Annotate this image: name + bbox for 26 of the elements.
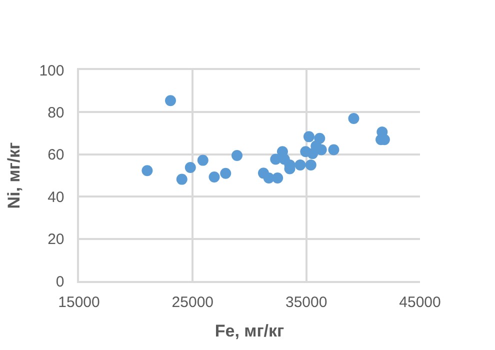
point [197, 154, 208, 166]
y-tick-label: 100 [39, 62, 64, 80]
point [220, 168, 232, 179]
point [272, 172, 284, 184]
x-tick-label: 35000 [285, 294, 328, 311]
point [294, 159, 306, 170]
y-tick-label: 60 [48, 146, 64, 164]
point [184, 162, 196, 173]
point [208, 171, 220, 182]
point [165, 95, 176, 106]
point [303, 131, 314, 142]
y-axis-title: Ni, мг/кг [4, 142, 24, 209]
x-tick-label: 45000 [399, 294, 441, 311]
x-axis-title: Fe, мг/кг [214, 322, 284, 341]
y-tick-label: 40 [48, 188, 64, 206]
point [305, 159, 316, 170]
y-tick-label: 80 [48, 104, 64, 122]
point [176, 174, 188, 185]
point [328, 144, 340, 156]
x-tick-label: 25000 [172, 294, 214, 311]
y-tick-label: 20 [48, 231, 64, 248]
point [348, 113, 360, 124]
point [232, 150, 242, 161]
y-tick-label: 0 [56, 273, 64, 290]
point [142, 165, 153, 176]
x-tick-label: 15000 [58, 294, 100, 311]
